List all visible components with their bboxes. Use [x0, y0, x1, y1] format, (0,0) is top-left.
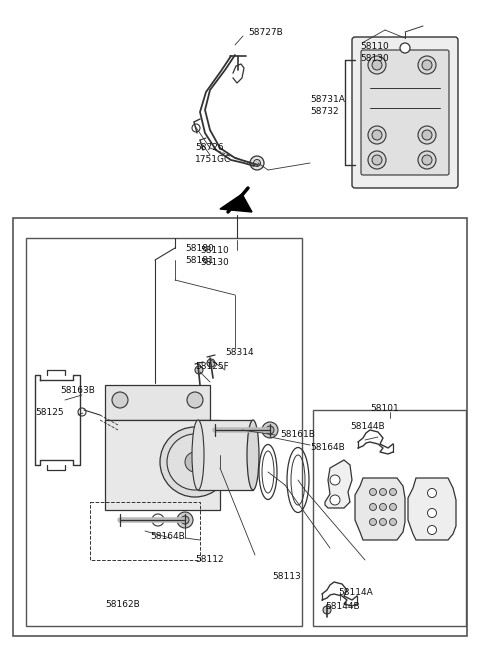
- Circle shape: [380, 488, 386, 495]
- Circle shape: [177, 512, 193, 528]
- Circle shape: [368, 151, 386, 169]
- Text: 58727B: 58727B: [248, 28, 283, 37]
- Circle shape: [370, 519, 376, 525]
- Circle shape: [187, 392, 203, 408]
- Text: 58163B: 58163B: [60, 386, 95, 395]
- Text: 58114A: 58114A: [338, 588, 373, 597]
- Circle shape: [262, 422, 278, 438]
- Text: 58314: 58314: [225, 348, 253, 357]
- Circle shape: [368, 126, 386, 144]
- Circle shape: [185, 452, 205, 472]
- Polygon shape: [325, 460, 352, 508]
- Circle shape: [181, 516, 189, 524]
- Text: 58181: 58181: [185, 256, 214, 265]
- Circle shape: [370, 488, 376, 495]
- Circle shape: [152, 514, 164, 526]
- Circle shape: [370, 503, 376, 510]
- Circle shape: [389, 503, 396, 510]
- Circle shape: [330, 495, 340, 505]
- Circle shape: [330, 475, 340, 485]
- Circle shape: [372, 60, 382, 70]
- Circle shape: [418, 126, 436, 144]
- FancyBboxPatch shape: [361, 50, 449, 175]
- Text: 58110: 58110: [200, 246, 229, 255]
- Circle shape: [418, 56, 436, 74]
- Text: 58180: 58180: [185, 244, 214, 253]
- Text: 58125F: 58125F: [195, 362, 229, 371]
- Circle shape: [266, 426, 274, 434]
- Text: 58732: 58732: [310, 107, 338, 116]
- Circle shape: [323, 606, 331, 614]
- Circle shape: [428, 508, 436, 517]
- Circle shape: [428, 488, 436, 497]
- Text: 58101: 58101: [370, 404, 399, 413]
- Bar: [198, 420, 253, 490]
- Circle shape: [253, 160, 261, 167]
- Ellipse shape: [247, 420, 259, 490]
- Circle shape: [389, 488, 396, 495]
- Bar: [105, 420, 220, 510]
- Circle shape: [428, 525, 436, 534]
- Text: 58144B: 58144B: [350, 422, 384, 431]
- Circle shape: [372, 155, 382, 165]
- Text: 58144B: 58144B: [325, 602, 360, 611]
- Text: 58110: 58110: [360, 42, 389, 51]
- Circle shape: [389, 519, 396, 525]
- Text: 58112: 58112: [195, 555, 224, 564]
- Circle shape: [422, 60, 432, 70]
- Circle shape: [167, 434, 223, 490]
- Text: 58164B: 58164B: [310, 443, 345, 452]
- Circle shape: [368, 56, 386, 74]
- Text: 58726: 58726: [195, 143, 224, 152]
- Text: 58162B: 58162B: [105, 600, 140, 609]
- Circle shape: [160, 427, 230, 497]
- Text: 58731A: 58731A: [310, 95, 345, 104]
- Bar: [26, 238, 302, 626]
- Circle shape: [372, 130, 382, 140]
- Text: 58125: 58125: [35, 408, 64, 417]
- Circle shape: [422, 155, 432, 165]
- Circle shape: [195, 366, 203, 374]
- Circle shape: [192, 124, 200, 132]
- Bar: [313, 410, 466, 626]
- Polygon shape: [408, 478, 456, 540]
- Polygon shape: [220, 194, 252, 212]
- Polygon shape: [355, 478, 405, 540]
- Text: 58164B: 58164B: [150, 532, 185, 541]
- Circle shape: [380, 503, 386, 510]
- Circle shape: [78, 408, 86, 416]
- Circle shape: [380, 519, 386, 525]
- Text: 58130: 58130: [360, 54, 389, 63]
- Circle shape: [400, 43, 410, 53]
- Ellipse shape: [192, 420, 204, 490]
- Circle shape: [112, 392, 128, 408]
- Bar: [13, 218, 467, 636]
- Circle shape: [207, 359, 215, 367]
- Bar: [105, 385, 210, 420]
- Circle shape: [250, 156, 264, 170]
- Text: 1751GC: 1751GC: [195, 155, 231, 164]
- Circle shape: [418, 151, 436, 169]
- Text: 58130: 58130: [200, 258, 229, 267]
- FancyBboxPatch shape: [352, 37, 458, 188]
- Circle shape: [422, 130, 432, 140]
- Text: 58113: 58113: [272, 572, 301, 581]
- Text: 58161B: 58161B: [280, 430, 315, 439]
